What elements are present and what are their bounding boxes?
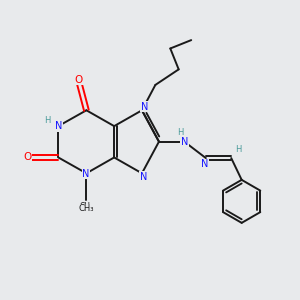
Text: N: N [201,159,208,169]
Text: N: N [140,172,147,182]
Text: N: N [55,121,62,131]
Text: H: H [236,145,242,154]
Text: N: N [181,136,188,147]
Text: CH₃: CH₃ [79,202,94,211]
Text: H: H [44,116,50,125]
Text: N: N [82,169,89,179]
Text: CH₃: CH₃ [79,204,94,213]
Text: O: O [23,152,32,163]
Text: H: H [177,128,183,136]
Text: N: N [141,102,148,112]
Text: O: O [75,74,83,85]
